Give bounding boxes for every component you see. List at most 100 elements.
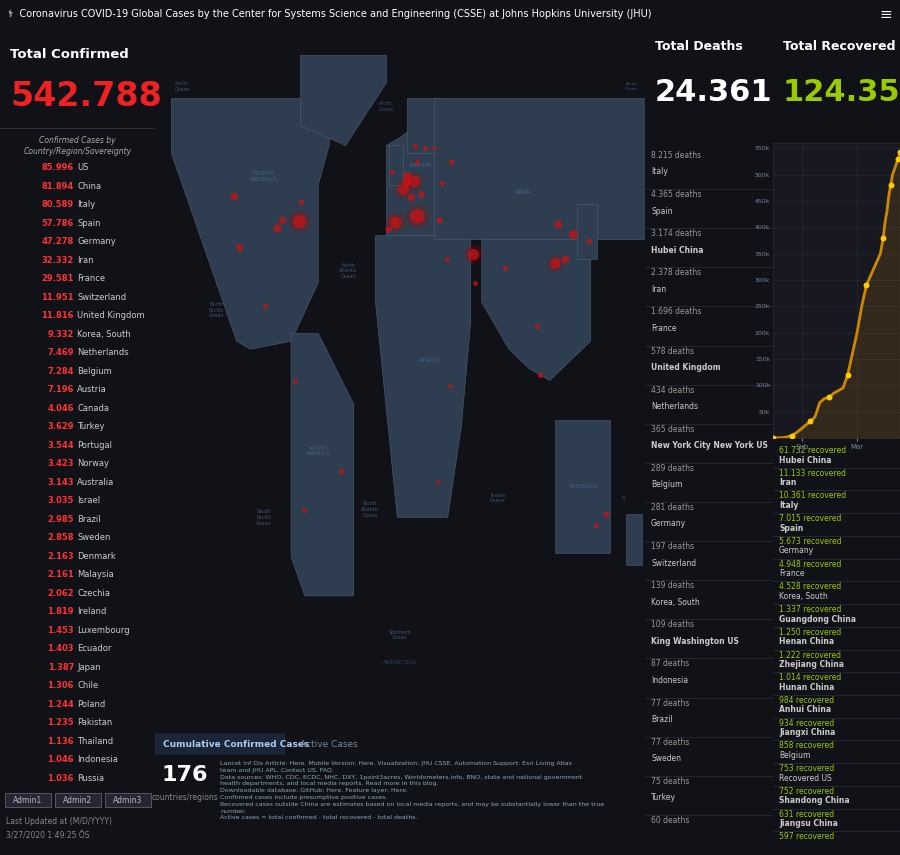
Point xyxy=(432,213,446,227)
Text: Canada: Canada xyxy=(77,404,109,412)
Text: Spain: Spain xyxy=(77,219,101,227)
Text: Total Deaths: Total Deaths xyxy=(655,40,742,53)
Text: Admin1: Admin1 xyxy=(14,795,42,805)
Text: France: France xyxy=(77,274,105,283)
Text: 542.788: 542.788 xyxy=(10,80,162,113)
Text: 5.673 recovered: 5.673 recovered xyxy=(779,537,842,545)
Text: Korea, South: Korea, South xyxy=(651,598,700,607)
Text: Germany: Germany xyxy=(651,520,686,528)
Text: Brazil: Brazil xyxy=(77,515,101,523)
Point xyxy=(468,276,482,290)
Point xyxy=(431,475,446,489)
Text: Jiangsu China: Jiangsu China xyxy=(779,819,838,828)
Text: 2.163: 2.163 xyxy=(48,551,74,561)
Text: Thailand: Thailand xyxy=(77,736,113,746)
Text: Turkey: Turkey xyxy=(651,793,676,802)
Text: United Kingdom: United Kingdom xyxy=(651,363,721,372)
Point xyxy=(841,368,855,381)
Text: Spain: Spain xyxy=(779,524,803,533)
Text: Confirmed Cases by
Country/Region/Sovereignty: Confirmed Cases by Country/Region/Sovere… xyxy=(23,136,131,156)
Polygon shape xyxy=(171,98,329,349)
Text: Arctic
Ocean: Arctic Ocean xyxy=(625,82,638,91)
Text: 85.996: 85.996 xyxy=(41,163,74,172)
Point xyxy=(893,145,900,159)
Text: AFRICA: AFRICA xyxy=(418,358,441,363)
Text: France: France xyxy=(779,569,805,578)
Text: 4.528 recovered: 4.528 recovered xyxy=(779,582,842,592)
Text: Iran: Iran xyxy=(77,256,94,264)
Point xyxy=(407,174,421,187)
Text: EUROPE: EUROPE xyxy=(410,162,431,168)
Point xyxy=(292,215,307,228)
Text: Admin2: Admin2 xyxy=(63,795,93,805)
Text: 32.332: 32.332 xyxy=(41,256,74,264)
Text: 1.453: 1.453 xyxy=(48,626,74,634)
Point xyxy=(396,182,410,196)
Text: US: US xyxy=(77,163,88,172)
Text: Brazil: Brazil xyxy=(651,715,673,724)
Point xyxy=(498,262,512,275)
Text: 57.786: 57.786 xyxy=(41,219,74,227)
Text: United Kingdom: United Kingdom xyxy=(77,311,145,320)
Text: 3.174 deaths: 3.174 deaths xyxy=(651,229,701,239)
Text: 1.337 recovered: 1.337 recovered xyxy=(779,605,842,614)
Text: Korea, South: Korea, South xyxy=(77,329,130,339)
Bar xyxy=(5,793,51,807)
Point xyxy=(440,252,454,266)
Text: Recovered US: Recovered US xyxy=(779,774,832,782)
Text: South
Pacific
Ocean: South Pacific Ocean xyxy=(256,510,272,526)
Text: 109 deaths: 109 deaths xyxy=(651,621,694,629)
Polygon shape xyxy=(389,145,402,185)
Text: New York City New York US: New York City New York US xyxy=(651,441,768,451)
Point xyxy=(400,168,414,182)
Point xyxy=(891,152,900,166)
Point xyxy=(381,222,395,236)
Text: ASIA: ASIA xyxy=(515,190,530,196)
Point xyxy=(466,247,481,261)
Polygon shape xyxy=(301,56,386,145)
Text: SOUTH
AMERICA: SOUTH AMERICA xyxy=(306,445,330,457)
Text: 1.387: 1.387 xyxy=(48,663,74,671)
Text: 7.196: 7.196 xyxy=(48,385,74,394)
Text: 1.250 recovered: 1.250 recovered xyxy=(779,628,842,637)
Point xyxy=(533,369,547,382)
Bar xyxy=(55,793,101,807)
Text: NORTH
AMERICA: NORTH AMERICA xyxy=(250,172,278,182)
Text: 597 recovered: 597 recovered xyxy=(779,832,834,841)
Point xyxy=(766,431,780,445)
Text: China: China xyxy=(77,181,101,191)
Point xyxy=(227,190,241,203)
Text: Iran: Iran xyxy=(651,285,666,294)
Point xyxy=(803,415,817,428)
Text: 631 recovered: 631 recovered xyxy=(779,810,834,818)
Text: Southern
Ocean: Southern Ocean xyxy=(389,629,411,640)
Text: 61.732 recovered: 61.732 recovered xyxy=(779,446,846,455)
Text: ⚕  Coronavirus COVID-19 Global Cases by the Center for Systems Science and Engin: ⚕ Coronavirus COVID-19 Global Cases by t… xyxy=(8,9,652,19)
Point xyxy=(414,187,428,201)
Polygon shape xyxy=(291,333,354,596)
Point xyxy=(396,182,410,196)
Polygon shape xyxy=(482,239,590,380)
Point xyxy=(384,165,399,179)
Text: Italy: Italy xyxy=(77,200,95,209)
Point xyxy=(404,191,419,204)
Text: 2.985: 2.985 xyxy=(48,515,74,523)
Point xyxy=(407,174,421,187)
Polygon shape xyxy=(626,514,643,564)
Text: Arctic
Ocean: Arctic Ocean xyxy=(379,101,394,112)
Text: 289 deaths: 289 deaths xyxy=(651,464,694,473)
Text: 858 recovered: 858 recovered xyxy=(779,741,834,751)
Text: Sweden: Sweden xyxy=(651,754,681,764)
Text: 176: 176 xyxy=(162,765,208,785)
Text: N...: N... xyxy=(621,496,628,500)
Text: Korea, South: Korea, South xyxy=(779,592,828,601)
Text: Indonesia: Indonesia xyxy=(77,755,118,764)
Text: Last Updated at (M/D/YYYY): Last Updated at (M/D/YYYY) xyxy=(6,817,112,826)
Point xyxy=(443,379,457,392)
Text: 2.858: 2.858 xyxy=(48,533,74,542)
Text: Active Cases: Active Cases xyxy=(300,740,358,748)
Text: Guangdong China: Guangdong China xyxy=(779,615,856,623)
Text: Jiangxi China: Jiangxi China xyxy=(779,728,835,737)
Point xyxy=(334,463,348,477)
Text: Hubei China: Hubei China xyxy=(779,456,832,464)
